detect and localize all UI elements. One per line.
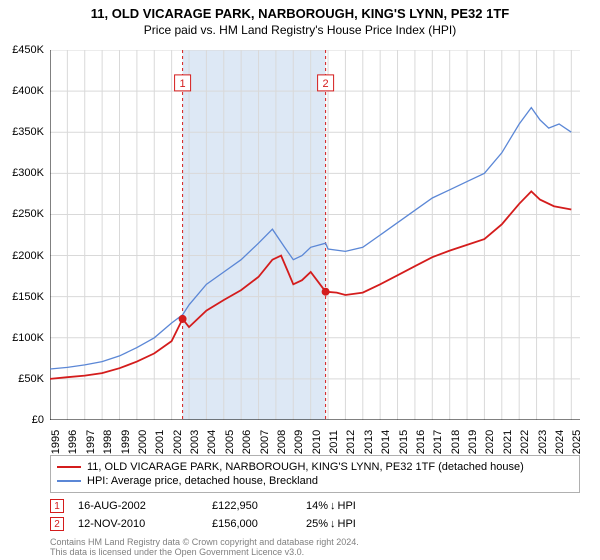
x-axis-tick-label: 2010 (311, 430, 323, 454)
sale-diff: 14% ↓ HPI (306, 500, 386, 512)
sale-marker-icon: 1 (50, 499, 64, 513)
x-axis-tick-label: 2018 (450, 430, 462, 454)
legend-label: 11, OLD VICARAGE PARK, NARBOROUGH, KING'… (87, 461, 524, 473)
sale-diff-pct: 14% (306, 500, 328, 512)
arrow-down-icon: ↓ (330, 518, 336, 530)
x-axis-tick-label: 2017 (432, 430, 444, 454)
sale-price: £156,000 (212, 518, 292, 530)
sale-date: 12-NOV-2010 (78, 518, 198, 530)
x-axis-tick-label: 2002 (172, 430, 184, 454)
sale-diff: 25% ↓ HPI (306, 518, 386, 530)
sale-date: 16-AUG-2002 (78, 500, 198, 512)
x-axis-tick-label: 2022 (519, 430, 531, 454)
x-axis-tick-label: 2007 (259, 430, 271, 454)
legend-swatch (57, 480, 81, 482)
sales-table: 1 16-AUG-2002 £122,950 14% ↓ HPI 2 12-NO… (50, 497, 580, 533)
legend-swatch (57, 466, 81, 468)
sale-diff-label: HPI (338, 500, 356, 512)
x-axis-tick-label: 2000 (137, 430, 149, 454)
x-axis-tick-label: 1996 (67, 430, 79, 454)
x-axis-tick-label: 2001 (154, 430, 166, 454)
x-axis-tick-label: 1997 (85, 430, 97, 454)
sale-marker-icon: 2 (50, 517, 64, 531)
x-axis-tick-label: 1998 (102, 430, 114, 454)
x-axis-tick-label: 2016 (415, 430, 427, 454)
sale-diff-pct: 25% (306, 518, 328, 530)
legend-label: HPI: Average price, detached house, Brec… (87, 475, 318, 487)
x-axis-tick-label: 2012 (345, 430, 357, 454)
sale-marker-label: 1 (54, 501, 60, 512)
sale-marker-label: 2 (54, 519, 60, 530)
chart-svg: 12 (50, 50, 580, 420)
y-axis-tick-label: £0 (2, 414, 44, 426)
x-axis-tick-label: 1999 (120, 430, 132, 454)
y-axis-tick-label: £250K (2, 208, 44, 220)
y-axis-tick-label: £350K (2, 126, 44, 138)
chart-subtitle: Price paid vs. HM Land Registry's House … (0, 21, 600, 37)
chart-title: 11, OLD VICARAGE PARK, NARBOROUGH, KING'… (0, 0, 600, 21)
svg-text:2: 2 (323, 78, 329, 90)
x-axis-tick-label: 2011 (328, 430, 340, 454)
legend-row: 11, OLD VICARAGE PARK, NARBOROUGH, KING'… (57, 460, 573, 474)
y-axis-tick-label: £450K (2, 44, 44, 56)
y-axis-tick-label: £150K (2, 291, 44, 303)
x-axis-tick-label: 2023 (537, 430, 549, 454)
sale-row: 2 12-NOV-2010 £156,000 25% ↓ HPI (50, 515, 580, 533)
x-axis-tick-label: 2013 (363, 430, 375, 454)
y-axis-tick-label: £400K (2, 85, 44, 97)
svg-text:1: 1 (180, 78, 186, 90)
x-axis-tick-label: 2004 (206, 430, 218, 454)
x-axis-tick-label: 2020 (484, 430, 496, 454)
sale-diff-label: HPI (338, 518, 356, 530)
footer: Contains HM Land Registry data © Crown c… (50, 538, 580, 558)
footer-line: This data is licensed under the Open Gov… (50, 548, 580, 558)
x-axis-tick-label: 2014 (380, 430, 392, 454)
x-axis-tick-label: 2005 (224, 430, 236, 454)
sale-row: 1 16-AUG-2002 £122,950 14% ↓ HPI (50, 497, 580, 515)
y-axis-tick-label: £300K (2, 167, 44, 179)
y-axis-tick-label: £100K (2, 332, 44, 344)
y-axis-tick-label: £200K (2, 250, 44, 262)
x-axis-tick-label: 2008 (276, 430, 288, 454)
x-axis-tick-label: 2025 (571, 430, 583, 454)
legend-row: HPI: Average price, detached house, Brec… (57, 474, 573, 488)
x-axis-tick-label: 2006 (241, 430, 253, 454)
x-axis-tick-label: 2009 (293, 430, 305, 454)
x-axis-tick-label: 2019 (467, 430, 479, 454)
legend: 11, OLD VICARAGE PARK, NARBOROUGH, KING'… (50, 455, 580, 493)
x-axis-tick-label: 2015 (398, 430, 410, 454)
x-axis-tick-label: 2024 (554, 430, 566, 454)
chart-container: 11, OLD VICARAGE PARK, NARBOROUGH, KING'… (0, 0, 600, 560)
arrow-down-icon: ↓ (330, 500, 336, 512)
y-axis-tick-label: £50K (2, 373, 44, 385)
x-axis-tick-label: 1995 (50, 430, 62, 454)
x-axis-tick-label: 2003 (189, 430, 201, 454)
sale-price: £122,950 (212, 500, 292, 512)
x-axis-tick-label: 2021 (502, 430, 514, 454)
chart-area: 12 £0£50K£100K£150K£200K£250K£300K£350K£… (50, 50, 580, 420)
